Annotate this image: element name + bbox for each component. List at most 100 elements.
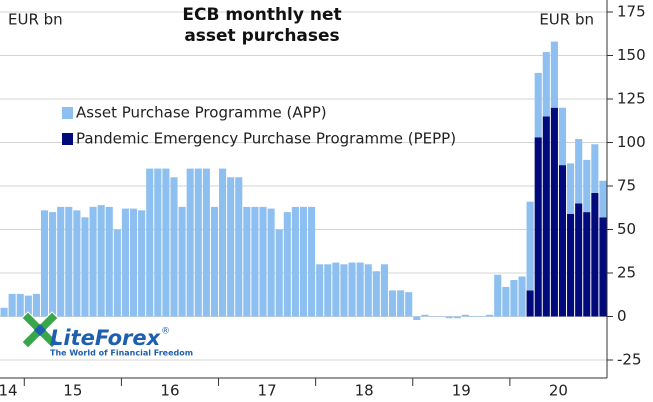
legend-swatch <box>62 107 73 119</box>
bar-segment <box>97 205 105 317</box>
bar-segment <box>599 217 607 317</box>
y-tick-label: 150 <box>617 46 646 64</box>
bar-segment <box>542 52 550 117</box>
x-tick-label: 18 <box>355 382 374 400</box>
logo-name: LiteForex <box>50 326 162 350</box>
bar-segment <box>558 165 567 317</box>
bar-segment <box>251 206 259 317</box>
bar-segment <box>40 210 49 317</box>
bar-segment <box>259 206 267 317</box>
x-tick-label: 14 <box>0 382 18 400</box>
bar-segment <box>494 274 502 317</box>
bar-segment <box>461 314 469 317</box>
bar-segment <box>388 290 397 317</box>
bar-segment <box>469 316 478 317</box>
y-tick-label: 25 <box>617 264 636 282</box>
bar-segment <box>550 41 558 108</box>
x-tick-label: 20 <box>549 382 568 400</box>
bar-segment <box>526 290 534 317</box>
bar-segment <box>534 137 542 317</box>
bar-segment <box>405 292 413 317</box>
bar-segment <box>421 314 429 317</box>
logo-tagline: The World of Financial Freedom <box>50 349 193 358</box>
bar-segment <box>65 206 73 317</box>
bar-segment <box>583 159 591 213</box>
bar-segment <box>591 192 599 317</box>
logo-icon-accent <box>34 324 46 336</box>
logo-mark: ® <box>161 327 170 337</box>
x-tick-label: 15 <box>63 382 82 400</box>
bar-segment <box>575 139 583 204</box>
bar-segment <box>146 168 154 317</box>
bar-segment <box>397 290 405 317</box>
bar-segment <box>478 316 486 317</box>
bar-segment <box>283 212 291 317</box>
bar-segment <box>121 208 129 317</box>
bar-segment <box>24 295 32 317</box>
bar-segment <box>57 206 65 317</box>
bar-segment <box>32 293 40 317</box>
bar-segment <box>550 107 558 317</box>
bar-segment <box>558 107 567 166</box>
bar-segment <box>567 163 575 214</box>
bar-segment <box>364 264 372 317</box>
bar-segment <box>154 168 162 317</box>
bar-segment <box>275 229 283 317</box>
bar-segment <box>113 229 121 317</box>
bar-segment <box>16 293 24 317</box>
bar-segment <box>518 276 526 317</box>
bar-segment <box>8 293 16 317</box>
bar-segment <box>437 316 445 317</box>
bar-segment <box>235 177 243 317</box>
bar-segment <box>316 264 324 317</box>
y-tick-label: -25 <box>617 351 642 369</box>
y-tick-label: 0 <box>617 307 627 325</box>
bar-segment <box>227 177 235 317</box>
bar-segment <box>332 262 340 317</box>
bar-segment <box>170 177 178 317</box>
logo: LiteForex ® The World of Financial Freedom <box>21 311 193 358</box>
bar-segment <box>413 316 421 320</box>
bar-segment <box>599 180 607 218</box>
bar-segment <box>299 206 308 317</box>
bar-segment <box>486 314 494 317</box>
bar-segment <box>534 72 542 138</box>
x-tick-label: 17 <box>258 382 277 400</box>
bar-segment <box>210 206 219 317</box>
bar-segment <box>348 262 356 317</box>
bar-segment <box>0 307 8 317</box>
bar-segment <box>73 210 81 317</box>
legend-label: Pandemic Emergency Purchase Programme (P… <box>76 130 456 148</box>
y-tick-label: 175 <box>617 3 646 21</box>
bar-segment <box>526 201 534 291</box>
bar-segment <box>49 212 57 317</box>
y-unit-left: EUR bn <box>8 11 63 29</box>
bar-segment <box>308 206 316 317</box>
bar-segment <box>583 212 591 317</box>
bar-segment <box>194 168 202 317</box>
bar-segment <box>324 264 332 317</box>
bar-segment <box>89 206 97 317</box>
legend-swatch <box>62 133 73 145</box>
bar-segment <box>81 217 89 317</box>
bar-segment <box>372 271 380 317</box>
bar-segment <box>219 168 227 317</box>
x-tick-label: 19 <box>452 382 471 400</box>
bar-segment <box>340 264 348 317</box>
bar-segment <box>567 213 575 317</box>
y-tick-label: 75 <box>617 177 636 195</box>
bar-segment <box>356 262 364 317</box>
bar-segment <box>178 206 186 317</box>
bar-segment <box>510 279 518 317</box>
bar-segment <box>202 168 210 317</box>
bar-segment <box>138 210 146 317</box>
bar-segment <box>243 206 251 317</box>
bar-segment <box>162 168 170 317</box>
bar-segment <box>575 203 583 317</box>
x-tick-label: 16 <box>160 382 179 400</box>
bar-segment <box>502 286 510 317</box>
bar-segment <box>267 208 275 317</box>
bar-segment <box>380 264 388 317</box>
y-tick-label: 50 <box>617 220 636 238</box>
